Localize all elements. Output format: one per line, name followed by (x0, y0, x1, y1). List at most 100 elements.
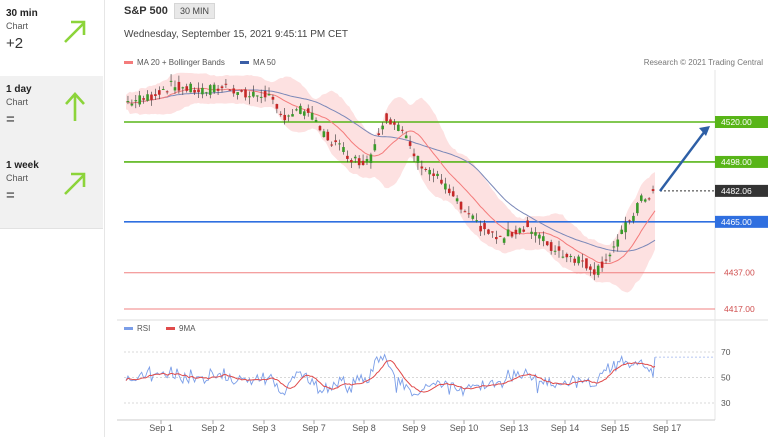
candle-body (534, 232, 537, 236)
candle-body (444, 183, 447, 190)
candle-body (306, 108, 310, 113)
candle-body (561, 256, 565, 258)
candle-body (495, 237, 498, 240)
rsi-level-label: 50 (721, 373, 731, 383)
candle-body (400, 129, 404, 131)
candle-body (549, 242, 553, 251)
candle-body (404, 135, 408, 139)
candle-body (624, 222, 627, 233)
candle-body (522, 229, 526, 232)
candle-body (322, 131, 326, 137)
candle-body (130, 103, 134, 106)
candle-body (377, 133, 381, 136)
tf-1week[interactable]: 1 week Chart = (0, 152, 103, 229)
candle-body (612, 246, 616, 248)
candle-body (596, 265, 600, 275)
level-tag-4482.06 (715, 184, 768, 197)
x-tick-label: Sep 10 (450, 423, 479, 433)
x-tick-label: Sep 1 (149, 423, 173, 433)
candle-body (310, 112, 314, 120)
candle-body (338, 143, 341, 145)
candle-body (342, 147, 345, 152)
level-tag-4520.00 (715, 116, 768, 128)
candle-body (530, 231, 533, 234)
level-label-4465.00: 4465.00 (721, 217, 752, 227)
legend-ma20-label: MA 20 + Bollinger Bands (137, 58, 225, 67)
candle-body (287, 115, 290, 117)
candle-body (518, 228, 522, 233)
candle-body (412, 153, 416, 157)
candle-body (240, 90, 243, 92)
candle-body (389, 119, 392, 125)
tf-name: 1 week (6, 160, 39, 171)
candle-body (420, 166, 424, 169)
candle-body (228, 89, 232, 91)
candle-body (126, 101, 130, 103)
x-tick-label: Sep 14 (551, 423, 580, 433)
candle-body (424, 168, 428, 170)
candle-body (428, 169, 431, 175)
candle-body (350, 160, 353, 163)
candle-body (318, 126, 322, 131)
x-tick-label: Sep 17 (653, 423, 682, 433)
candle-body (302, 111, 306, 116)
candle-body (408, 141, 412, 146)
candle-body (193, 89, 196, 93)
candle-body (471, 215, 475, 219)
timeframe-badge[interactable]: 30 MIN (174, 3, 216, 19)
candle-body (255, 95, 259, 97)
candle-body (216, 88, 220, 91)
candle-body (291, 114, 294, 117)
candle-body (639, 195, 643, 201)
candle-body (181, 87, 185, 89)
legend-rsi-ma-label: 9MA (179, 324, 196, 333)
candle-body (385, 113, 388, 122)
level-label-4482.06: 4482.06 (721, 186, 752, 196)
candle-body (177, 81, 181, 91)
candle-body (573, 258, 576, 263)
candle-body (212, 84, 216, 93)
candle-body (189, 83, 192, 93)
candle-body (455, 198, 459, 202)
candle-body (158, 90, 161, 95)
rsi-level-label: 70 (721, 347, 731, 357)
rsi-ma-line (125, 359, 656, 393)
research-credit: Research © 2021 Trading Central (643, 58, 763, 67)
chart-datetime: Wednesday, September 15, 2021 9:45:11 PM… (124, 29, 349, 40)
arrow-up-right-icon (64, 20, 86, 43)
candle-body (244, 89, 247, 98)
candle-body (279, 113, 283, 115)
level-label-4520.00: 4520.00 (721, 117, 752, 127)
symbol-title: S&P 500 (124, 5, 168, 17)
candle-body (134, 100, 138, 102)
candle-body (479, 225, 482, 232)
candle-body (295, 109, 298, 111)
candle-body (205, 92, 208, 94)
candle-body (236, 92, 239, 95)
candle-body (467, 213, 471, 215)
candle-body (542, 236, 545, 242)
target-arrow-line (659, 130, 706, 192)
candle-body (369, 154, 373, 164)
candle-body (393, 122, 396, 125)
candle-body (498, 235, 502, 237)
candle-body (346, 155, 349, 159)
candle-body (397, 124, 400, 131)
candle-body (643, 199, 647, 202)
candle-body (487, 229, 490, 234)
candle-body (651, 189, 655, 192)
candle-body (361, 160, 365, 166)
candle-body (185, 86, 189, 91)
candle-body (232, 88, 236, 94)
candle-body (636, 203, 639, 214)
x-tick-label: Sep 8 (352, 423, 376, 433)
tf-sub: Chart (6, 173, 29, 183)
target-arrow-icon (699, 126, 710, 136)
tf-name: 30 min (6, 8, 38, 19)
candle-body (440, 179, 443, 184)
candle-body (569, 255, 573, 257)
candle-body (381, 125, 384, 130)
candle-body (585, 258, 588, 269)
candle-body (604, 259, 608, 261)
